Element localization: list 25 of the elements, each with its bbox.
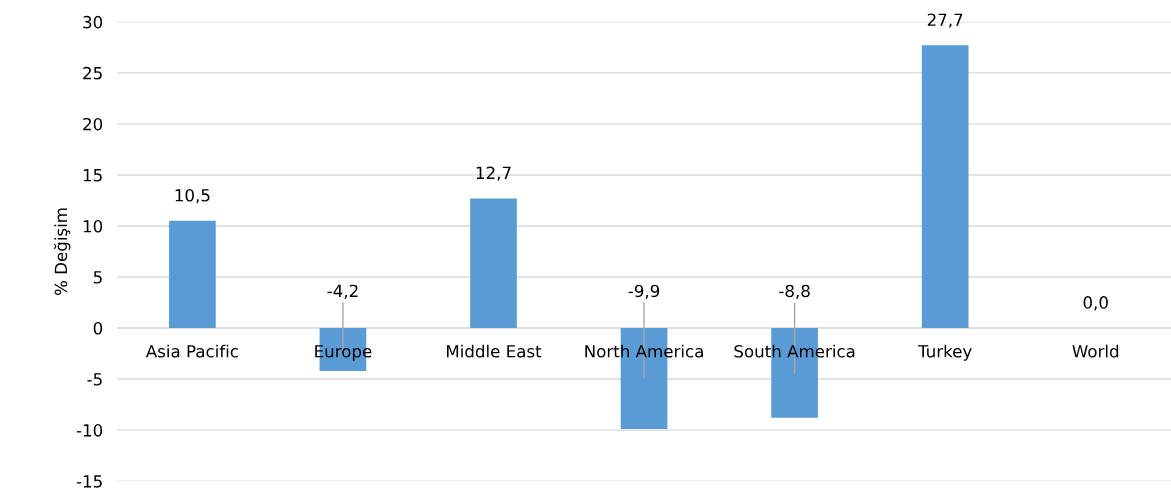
- x-tick-label: Asia Pacific: [145, 344, 238, 358]
- data-label: -4,2: [327, 284, 358, 299]
- bar: [470, 198, 517, 329]
- y-tick-label: 30: [83, 15, 103, 29]
- bar: [169, 220, 216, 329]
- y-tick-label: 0: [93, 321, 103, 335]
- bar: [921, 45, 969, 329]
- y-tick-label: -5: [87, 373, 102, 386]
- data-label: 27,7: [927, 13, 963, 28]
- y-tick-label: -10: [76, 424, 103, 437]
- y-tick-label: 25: [83, 66, 102, 80]
- y-tick-label: 20: [83, 117, 103, 131]
- data-label: -9,9: [628, 284, 660, 299]
- y-tick-label: -15: [76, 475, 102, 488]
- y-axis-title: % Değişim: [53, 208, 71, 296]
- x-tick-label: World: [1072, 344, 1119, 358]
- data-label: 0,0: [1083, 296, 1108, 311]
- y-tick-label: 10: [83, 219, 103, 233]
- data-label: -8,8: [779, 284, 810, 299]
- x-tick-label: Turkey: [918, 344, 972, 361]
- y-tick-label: 5: [93, 271, 102, 284]
- y-tick-label: 15: [83, 169, 102, 182]
- x-tick-label: Middle East: [446, 344, 542, 358]
- data-label: 12,7: [476, 166, 511, 181]
- data-label: 10,5: [175, 188, 210, 204]
